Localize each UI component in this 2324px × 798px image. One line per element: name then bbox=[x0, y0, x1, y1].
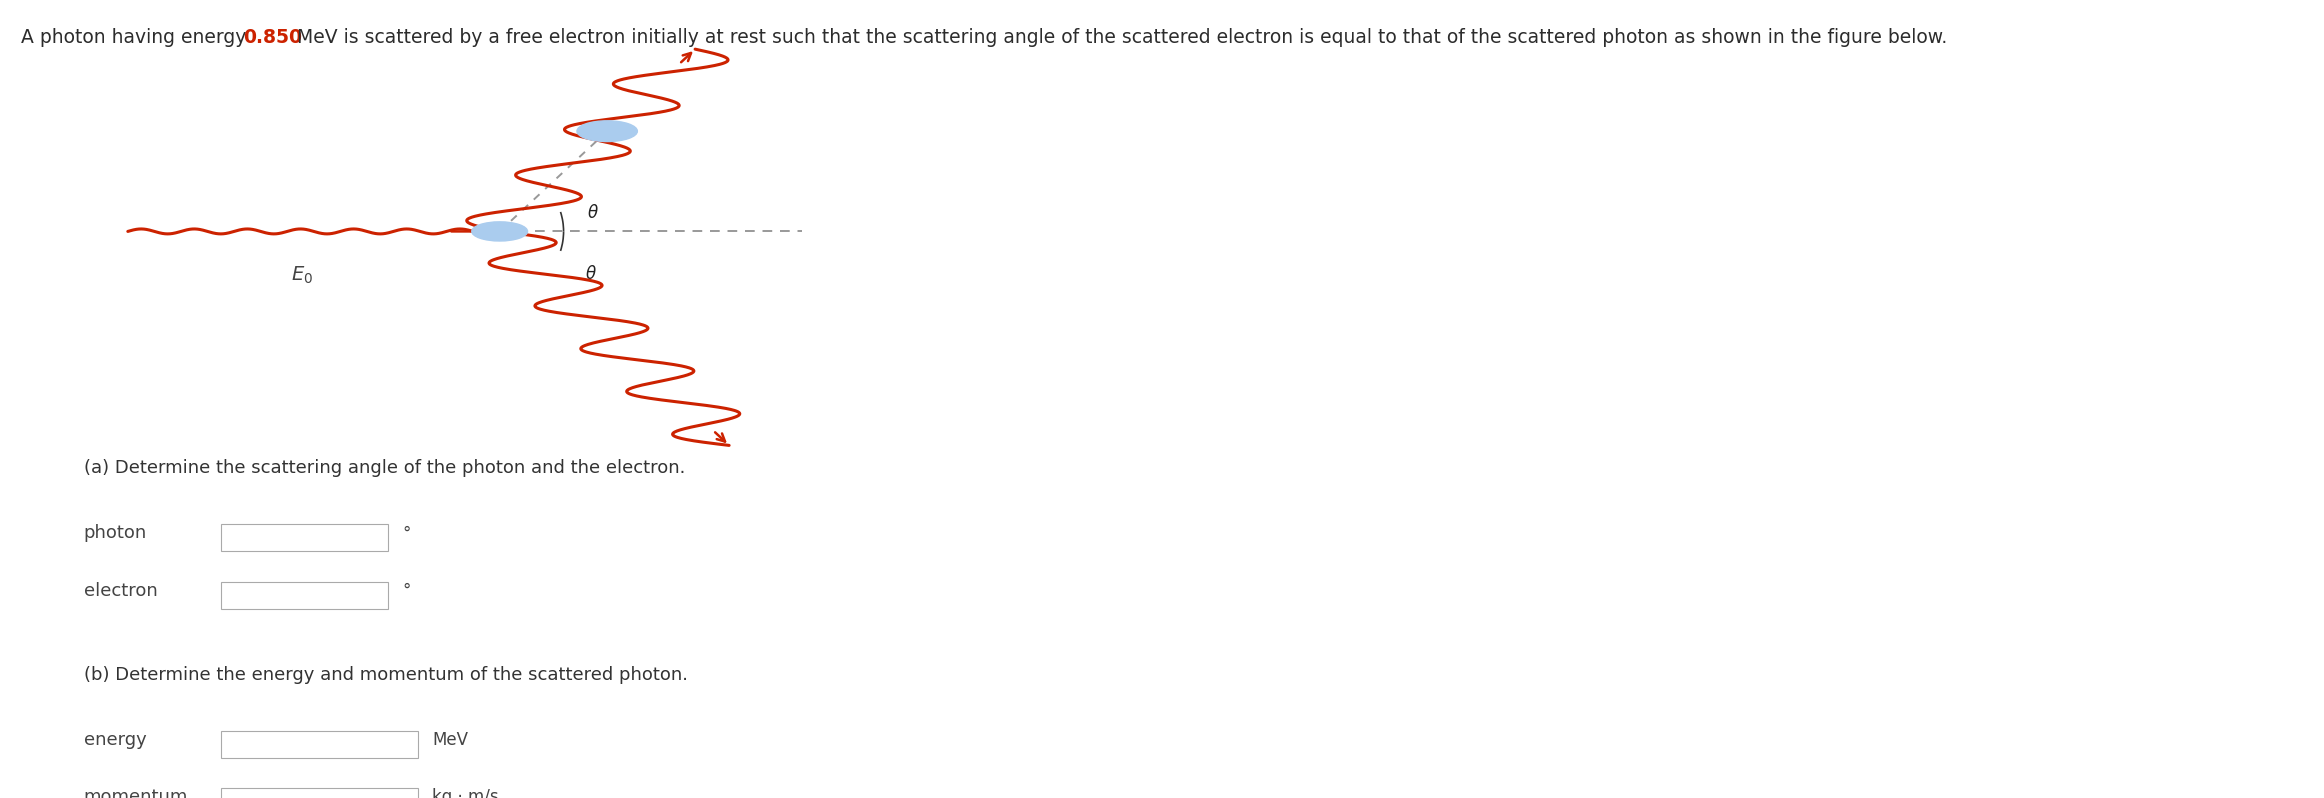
Text: kg · m/s: kg · m/s bbox=[432, 788, 500, 798]
Text: energy: energy bbox=[84, 731, 146, 749]
FancyBboxPatch shape bbox=[221, 788, 418, 798]
FancyBboxPatch shape bbox=[221, 582, 388, 609]
Circle shape bbox=[472, 222, 528, 241]
Text: θ: θ bbox=[586, 265, 595, 283]
Text: A photon having energy: A photon having energy bbox=[21, 28, 253, 47]
Text: photon: photon bbox=[84, 524, 146, 543]
Text: (b) Determine the energy and momentum of the scattered photon.: (b) Determine the energy and momentum of… bbox=[84, 666, 688, 684]
Text: momentum: momentum bbox=[84, 788, 188, 798]
Text: (a) Determine the scattering angle of the photon and the electron.: (a) Determine the scattering angle of th… bbox=[84, 459, 686, 477]
Text: θ: θ bbox=[588, 203, 597, 222]
FancyBboxPatch shape bbox=[221, 731, 418, 758]
Text: °: ° bbox=[402, 524, 411, 543]
Text: 0.850: 0.850 bbox=[242, 28, 302, 47]
FancyBboxPatch shape bbox=[221, 524, 388, 551]
Circle shape bbox=[576, 120, 637, 141]
Text: $E_0$: $E_0$ bbox=[290, 265, 314, 286]
Text: electron: electron bbox=[84, 582, 158, 600]
Text: MeV is scattered by a free electron initially at rest such that the scattering a: MeV is scattered by a free electron init… bbox=[290, 28, 1948, 47]
Text: MeV: MeV bbox=[432, 731, 467, 749]
Text: °: ° bbox=[402, 582, 411, 600]
